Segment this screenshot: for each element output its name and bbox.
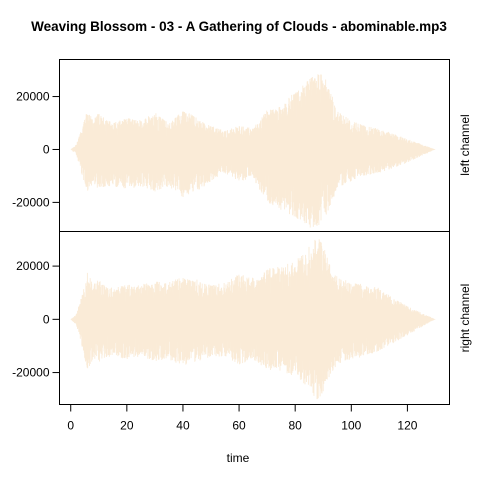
left-channel-label: left channel — [458, 114, 472, 175]
right-channel-label: right channel — [458, 284, 472, 353]
x-tick-label: 40 — [176, 419, 190, 433]
x-tick-label: 100 — [341, 419, 361, 433]
y-tick-label: 0 — [43, 142, 50, 156]
time-axis: 0 20 40 60 80 100 120 — [67, 404, 418, 433]
x-tick-label: 60 — [232, 419, 246, 433]
left-channel-panel: left channel 20000 0 -20000 — [12, 59, 472, 232]
x-tick-label: 20 — [120, 419, 134, 433]
y-tick-label: -20000 — [12, 366, 50, 380]
chart-title: Weaving Blossom - 03 - A Gathering of Cl… — [31, 19, 447, 34]
y-tick-label: 0 — [43, 312, 50, 326]
right-channel-panel: right channel 20000 0 -20000 — [12, 231, 472, 405]
left-channel-waveform — [70, 74, 436, 228]
x-tick-label: 120 — [397, 419, 417, 433]
y-tick-label: 20000 — [16, 259, 50, 273]
x-tick-label: 80 — [289, 419, 303, 433]
x-axis-title: time — [227, 451, 250, 465]
x-tick-label: 0 — [67, 419, 74, 433]
y-tick-label: -20000 — [12, 195, 50, 209]
y-tick-label: 20000 — [16, 90, 50, 104]
right-channel-waveform — [70, 239, 436, 400]
